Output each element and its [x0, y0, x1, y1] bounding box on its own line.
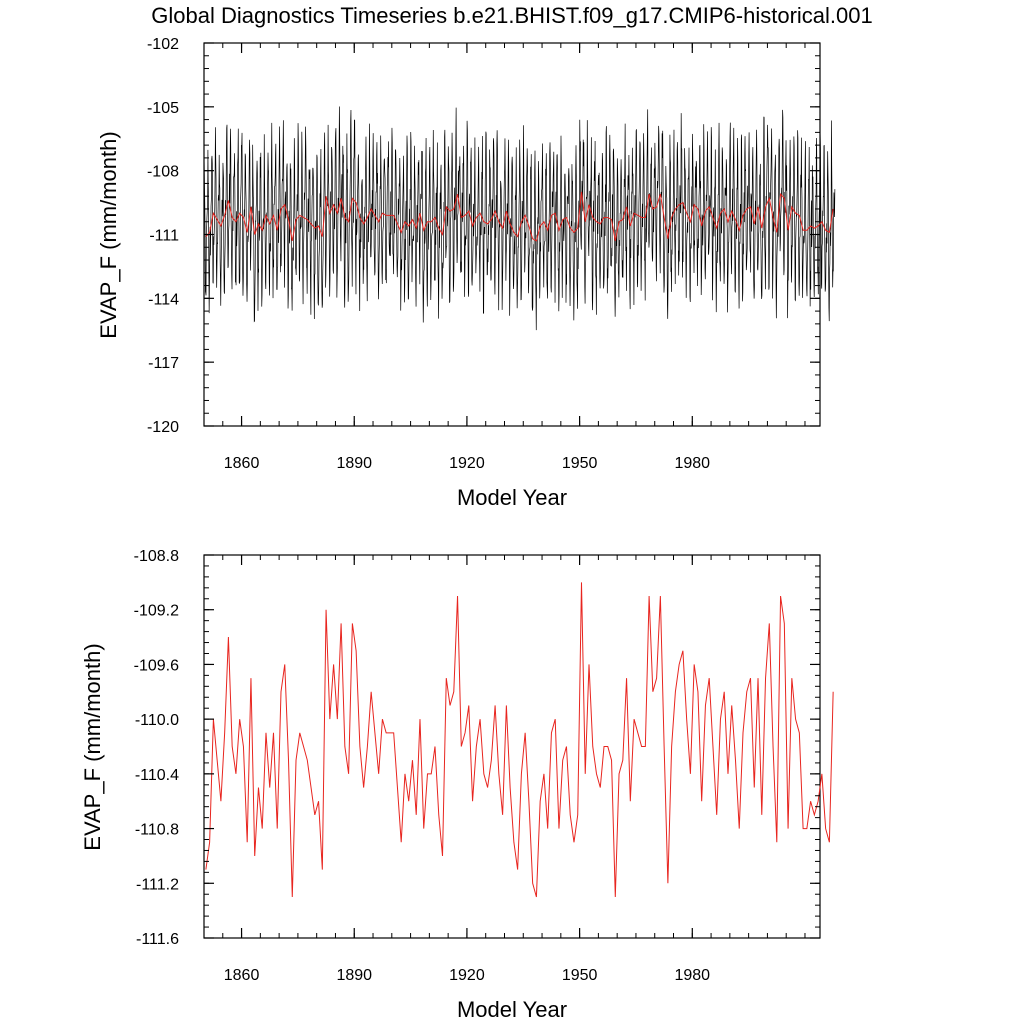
top-x-axis: 1860 1890 1920 1950 1980	[203, 43, 806, 472]
x-tick-label: 1980	[674, 967, 710, 984]
x-tick-label: 1890	[336, 967, 372, 984]
bottom-x-axis: 1860 1890 1920 1950 1980	[203, 555, 806, 984]
bottom-x-axis-label: Model Year	[457, 997, 567, 1022]
top-y-axis: -120 -117 -114 -111 -108 -105 -102	[147, 36, 820, 436]
y-tick-label: -117	[148, 355, 179, 372]
y-tick-label: -110.8	[135, 822, 179, 839]
x-tick-label: 1860	[224, 455, 260, 472]
y-tick-label: -109.2	[134, 603, 179, 620]
y-tick-label: -108.8	[134, 548, 179, 565]
bottom-plot-frame	[203, 554, 821, 939]
y-tick-label: -111	[149, 228, 179, 245]
bottom-y-axis: -111.6 -111.2 -110.8 -110.4 -110.0 -109.6 -109…	[134, 548, 820, 948]
top-annual-series	[205, 191, 834, 242]
y-tick-label: -110.0	[135, 712, 179, 729]
y-tick-label: -108	[147, 164, 179, 181]
y-tick-label: -114	[148, 291, 179, 308]
y-tick-label: -111.6	[136, 931, 179, 948]
y-tick-label: -102	[147, 36, 179, 53]
monthly-line	[203, 106, 836, 331]
bottom-panel: -111.6 -111.2 -110.8 -110.4 -110.0 -109.6 -109…	[80, 548, 834, 1022]
page-title: Global Diagnostics Timeseries b.e21.BHIS…	[151, 3, 872, 28]
x-tick-label: 1920	[449, 455, 485, 472]
x-tick-label: 1920	[449, 967, 485, 984]
top-y-axis-label: EVAP_F (mm/month)	[96, 131, 121, 338]
y-tick-label: -120	[147, 419, 179, 436]
x-tick-label: 1860	[224, 967, 260, 984]
top-monthly-series	[203, 106, 836, 331]
bottom-y-axis-label: EVAP_F (mm/month)	[80, 643, 105, 850]
y-tick-label: -111.2	[136, 876, 179, 893]
annual-mean-line	[205, 582, 834, 898]
x-tick-label: 1890	[336, 455, 372, 472]
annual-mean-line	[205, 191, 834, 242]
y-tick-label: -105	[147, 100, 179, 117]
x-tick-label: 1950	[562, 967, 598, 984]
x-tick-label: 1950	[562, 455, 598, 472]
x-tick-label: 1980	[674, 455, 710, 472]
y-tick-label: -109.6	[134, 657, 179, 674]
bottom-annual-series	[205, 582, 834, 898]
top-x-axis-label: Model Year	[457, 485, 567, 510]
top-panel: -120 -117 -114 -111 -108 -105 -102 1860 1890 192…	[96, 36, 836, 510]
y-tick-label: -110.4	[135, 767, 179, 784]
